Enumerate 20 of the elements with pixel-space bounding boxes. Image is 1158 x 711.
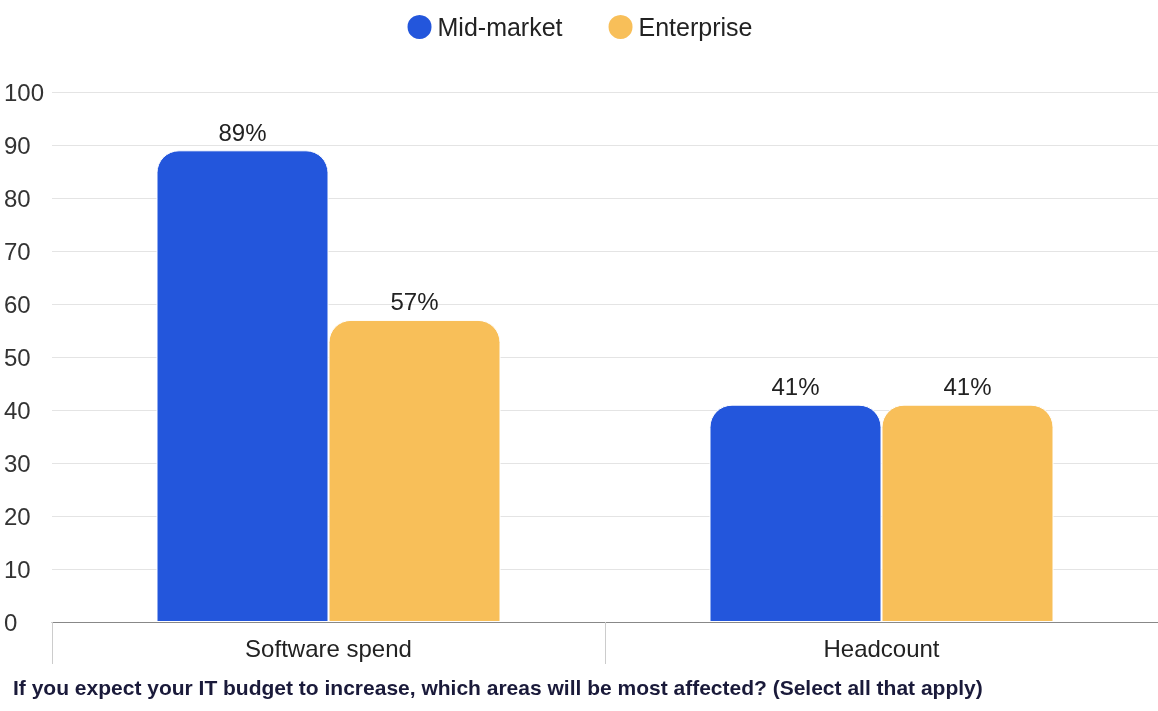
- data-label: 89%: [218, 118, 267, 146]
- data-label: 41%: [943, 373, 992, 401]
- text: If you expect your IT budget to increase, which areas will be most affected? (Select all that apply): [13, 676, 983, 699]
- data-label: 41%: [771, 373, 820, 401]
- y-tick-label: 60: [4, 290, 31, 318]
- y-tick-label: 50: [4, 343, 31, 371]
- x-tick-label: Headcount: [823, 634, 940, 662]
- y-tick-label: 70: [4, 237, 31, 265]
- y-tick-label: 30: [4, 449, 31, 477]
- y-tick-label: 90: [4, 131, 31, 159]
- x-tick-label: Software spend: [245, 634, 412, 662]
- data-label: 57%: [390, 288, 439, 316]
- y-tick-label: 20: [4, 502, 31, 530]
- legend-label: Enterprise: [638, 13, 753, 41]
- y-tick-label: 80: [4, 184, 31, 212]
- y-tick-label: 100: [4, 78, 45, 106]
- y-tick-label: 10: [4, 555, 31, 583]
- legend-label: Mid-market: [437, 13, 563, 41]
- y-tick-label: 40: [4, 396, 31, 424]
- y-tick-label: 0: [4, 608, 18, 636]
